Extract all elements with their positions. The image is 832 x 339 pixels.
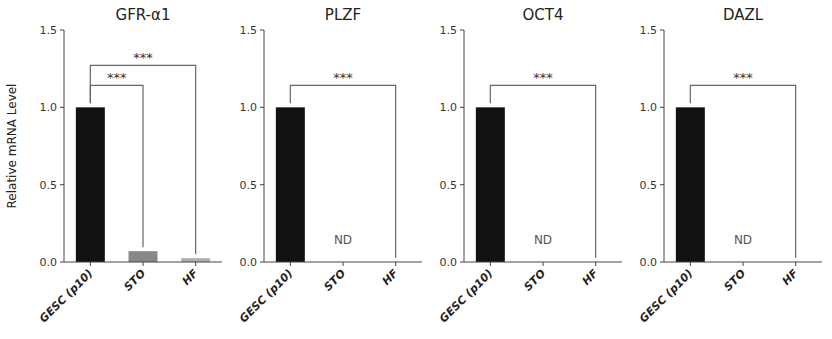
panel-title: PLZF [325,6,361,24]
y-axis-line [464,30,465,262]
bars [276,107,305,262]
x-tick-label: STO [521,267,548,294]
y-tick [460,107,464,108]
annotation: ND [334,233,352,247]
y-tick-label: 1.5 [40,24,58,37]
x-tick [143,262,144,266]
x-tick [743,262,744,266]
y-tick-label: 1.5 [240,24,258,37]
x-tick [290,262,291,266]
chart-container: GFR-α1 Relative mRNA Level 0.0 0.5 1.0 1.5 GES… [0,0,832,339]
y-tick [660,262,664,263]
y-tick-label: 1.0 [440,101,458,114]
x-tick [795,262,796,266]
bar [181,258,210,262]
y-tick-label: 1.0 [640,101,658,114]
y-tick [60,30,64,31]
x-tick [690,262,691,266]
panel: DAZL 0.0 0.5 1.0 1.5 GESC (p10) STO HF ND *** [637,6,822,325]
bar [276,107,305,262]
y-tick-label: 0.5 [640,179,658,192]
figure: GFR-α1 Relative mRNA Level 0.0 0.5 1.0 1.5 GES… [0,0,832,339]
x-tick-label: STO [721,267,748,294]
y-tick-label: 0.5 [240,179,258,192]
x-tick-label: GESC (p10) [637,267,695,325]
x-tick [195,262,196,266]
y-tick [60,184,64,185]
significance-label: *** [733,70,753,85]
y-tick-label: 1.0 [40,101,58,114]
y-axis-line [64,30,65,262]
y-tick [660,184,664,185]
bar [676,107,705,262]
y-tick [260,30,264,31]
panel: OCT4 0.0 0.5 1.0 1.5 GESC (p10) STO HF ND *** [437,6,622,325]
y-tick-label: 0.0 [640,256,658,269]
y-tick-label: 0.0 [40,256,58,269]
significance-label: *** [333,70,353,85]
x-tick-label: STO [321,267,348,294]
y-tick [460,30,464,31]
y-tick-label: 1.0 [240,101,258,114]
x-tick [343,262,344,266]
y-tick-label: 1.5 [640,24,658,37]
significance-bracket [690,85,795,258]
y-tick [460,262,464,263]
x-tick-label: GESC (p10) [437,267,495,325]
significance-bracket [490,85,595,258]
panel-title: DAZL [723,6,764,24]
x-tick [490,262,491,266]
x-tick-label: STO [121,267,148,294]
y-tick [260,262,264,263]
significance-bracket [90,65,195,254]
x-tick-label: HF [180,267,201,288]
y-tick [260,107,264,108]
y-tick [660,107,664,108]
bar [476,107,505,262]
x-tick [543,262,544,266]
bars [476,107,505,262]
bars [676,107,705,262]
y-tick-label: 0.0 [440,256,458,269]
significance-bracket [290,85,395,258]
y-tick [660,30,664,31]
y-tick-label: 0.0 [240,256,258,269]
y-tick [260,184,264,185]
bar [129,251,158,262]
x-tick-label: HF [580,267,601,288]
annotation: ND [534,233,552,247]
y-axis-line [664,30,665,262]
y-tick-label: 0.5 [440,179,458,192]
x-tick-label: HF [380,267,401,288]
y-tick [460,184,464,185]
y-axis-line [264,30,265,262]
significance-label: *** [133,50,153,65]
bar [76,107,105,262]
y-tick [60,107,64,108]
significance-bracket [90,85,143,247]
x-tick [90,262,91,266]
panel: PLZF 0.0 0.5 1.0 1.5 GESC (p10) STO HF ND *** [237,6,422,325]
x-tick-label: HF [780,267,801,288]
annotation: ND [734,233,752,247]
panel-title: GFR-α1 [116,6,171,24]
x-tick-label: GESC (p10) [237,267,295,325]
significance-label: *** [107,70,127,85]
y-axis-label: Relative mRNA Level [5,84,19,209]
y-tick-label: 1.5 [440,24,458,37]
x-tick [595,262,596,266]
panel-title: OCT4 [523,6,564,24]
significance-label: *** [533,70,553,85]
x-tick-label: GESC (p10) [37,267,95,325]
y-tick [60,262,64,263]
y-tick-label: 0.5 [40,179,58,192]
panel: GFR-α1 Relative mRNA Level 0.0 0.5 1.0 1.5 GES… [5,6,222,325]
x-tick [395,262,396,266]
